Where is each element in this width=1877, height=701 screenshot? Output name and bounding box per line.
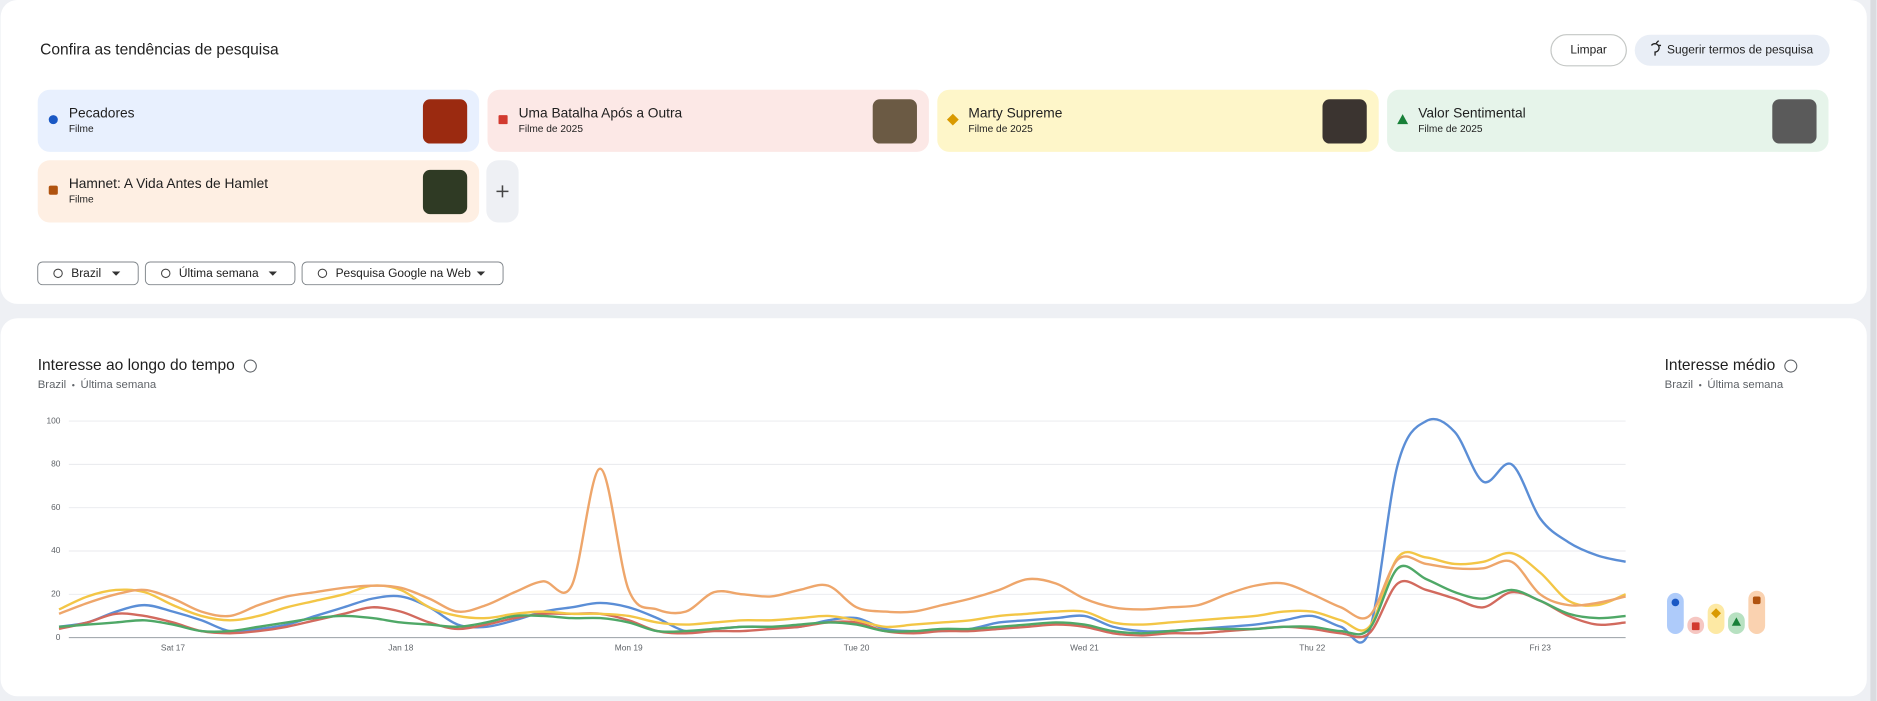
clear-button-label[interactable]: Limpar [1570, 42, 1607, 56]
chart-title: Interesse ao longo do tempo [38, 357, 235, 374]
chart-title: Interesse médio [1665, 357, 1776, 374]
term-marker [1731, 617, 1741, 626]
suggest-icon [1650, 40, 1662, 56]
x-tick-label: Sat 17 [161, 643, 186, 653]
term-marker [48, 185, 58, 195]
filter-icon [53, 268, 63, 279]
term-marker [498, 115, 508, 125]
info-icon[interactable] [1784, 359, 1798, 373]
dropdown-arrow [268, 271, 277, 276]
filter-dropdown[interactable] [144, 261, 296, 286]
average-bar [1667, 592, 1684, 635]
term-thumbnail [422, 99, 468, 144]
term-name: Marty Supreme [968, 105, 1062, 120]
x-tick-label: Tue 20 [844, 643, 870, 653]
term-subtitle: Filme [69, 124, 94, 135]
scrollbar [1870, 0, 1877, 701]
term-subtitle: Filme de 2025 [968, 124, 1033, 135]
suggest-button[interactable] [1634, 34, 1830, 66]
y-tick-label: 100 [47, 415, 61, 425]
chart-period: Última semana [80, 378, 156, 391]
filter-label[interactable]: Última semana [179, 265, 259, 280]
y-tick-label: 0 [56, 632, 61, 642]
dropdown-arrow [476, 271, 486, 276]
term-thumbnail [422, 169, 468, 215]
term-name: Hamnet: A Vida Antes de Hamlet [69, 176, 268, 191]
average-bar [1707, 603, 1725, 635]
series-line [58, 550, 1627, 632]
top-panel [0, 0, 1867, 304]
term-subtitle: Filme de 2025 [519, 124, 584, 135]
term-name: Valor Sentimental [1418, 105, 1526, 120]
filter-icon [317, 268, 328, 279]
suggest-button-label[interactable]: Sugerir termos de pesquisa [1667, 42, 1814, 56]
filter-dropdown[interactable] [37, 261, 139, 286]
term-marker [1711, 608, 1722, 619]
term-thumbnail [1772, 99, 1817, 144]
term-card[interactable] [937, 89, 1379, 152]
info-icon[interactable] [243, 359, 257, 373]
term-marker [1397, 114, 1409, 125]
y-tick-label: 20 [51, 589, 61, 599]
term-marker [1752, 596, 1761, 605]
average-bar [1748, 590, 1766, 635]
term-marker [48, 115, 58, 125]
series-line [58, 564, 1626, 636]
dropdown-arrow [111, 271, 121, 276]
term-marker [1691, 622, 1700, 631]
term-card[interactable] [487, 89, 929, 152]
page-title: Confira as tendências de pesquisa [40, 41, 279, 58]
term-card[interactable] [1387, 89, 1829, 152]
term-subtitle: Filme de 2025 [1418, 124, 1483, 135]
term-card[interactable] [37, 160, 480, 223]
filter-label[interactable]: Brazil [71, 266, 101, 280]
chart-location: Brazil [38, 379, 66, 391]
x-tick-label: Wed 21 [1070, 643, 1099, 653]
term-thumbnail [1322, 99, 1367, 144]
term-card[interactable] [37, 89, 480, 152]
term-marker [1671, 598, 1680, 607]
term-thumbnail [872, 99, 917, 144]
add-icon [496, 185, 509, 198]
filter-dropdown[interactable] [301, 261, 504, 286]
filter-label[interactable]: Pesquisa Google na Web [336, 266, 472, 280]
term-subtitle: Filme [69, 194, 94, 205]
series-line [58, 467, 1626, 620]
x-tick-label: Mon 19 [615, 643, 643, 653]
series-line [58, 579, 1626, 639]
y-tick-label: 80 [51, 459, 61, 469]
chart-location: Brazil [1665, 379, 1693, 391]
y-tick-label: 40 [51, 545, 61, 555]
chart-period: Última semana [1707, 378, 1783, 391]
x-tick-label: Jan 18 [388, 643, 413, 653]
y-tick-label: 60 [51, 502, 61, 512]
x-tick-label: Thu 22 [1299, 643, 1325, 653]
filter-icon [161, 268, 171, 279]
term-name: Pecadores [69, 105, 135, 120]
series-line [58, 417, 1626, 644]
clear-button[interactable] [1550, 34, 1627, 67]
x-tick-label: Fri 23 [1529, 643, 1551, 653]
separator-dot [72, 383, 75, 387]
term-name: Uma Batalha Após a Outra [519, 105, 683, 120]
separator-dot [1699, 383, 1702, 387]
